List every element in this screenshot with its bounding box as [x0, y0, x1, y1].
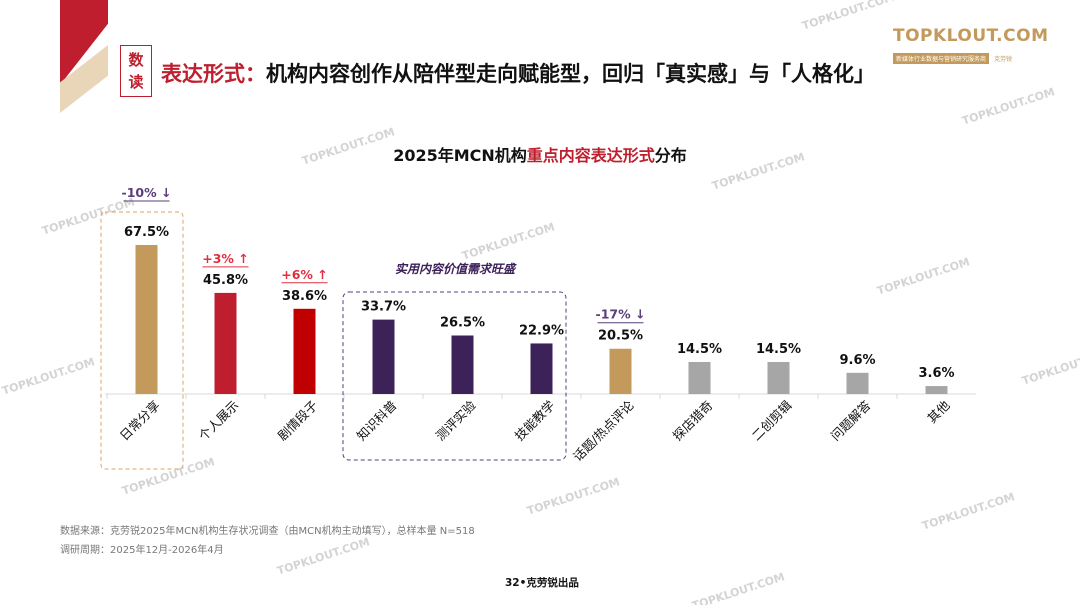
page-footer: 32•克劳锐出品	[505, 577, 579, 589]
bar	[925, 386, 948, 394]
value-label: 14.5%	[756, 342, 801, 357]
source-note: 数据来源：克劳锐2025年MCN机构生存状况调查（由MCN机构主动填写），总样本…	[60, 526, 475, 537]
category-label: 日常分享	[117, 398, 163, 444]
title-highlight: 表达形式：	[161, 62, 266, 86]
value-label: 67.5%	[124, 225, 169, 240]
logo-brand: 克劳锐	[994, 56, 1013, 63]
badge-char: 数	[128, 51, 144, 69]
chart-title-part: 分布	[655, 146, 687, 165]
category-label: 技能教学	[512, 398, 558, 444]
logo-tagline: 新媒体行业数据与营销研究服务商	[893, 53, 990, 64]
logo: TOPKLOUT.COM 新媒体行业数据与营销研究服务商 克劳锐	[893, 26, 1048, 65]
category-label: 个人展示	[196, 398, 242, 444]
chart-title: 2025年MCN机构重点内容表达形式分布	[393, 146, 687, 165]
bar	[530, 343, 553, 394]
value-label: 33.7%	[361, 300, 406, 315]
period-note: 调研周期：2025年12月-2026年4月	[60, 545, 224, 556]
bar	[688, 361, 711, 394]
title-rest: 机构内容创作从陪伴型走向赋能型，回归「真实感」与「人格化」	[266, 62, 875, 86]
bar	[214, 292, 237, 394]
category-label: 探店猎奇	[670, 398, 716, 444]
bar	[293, 308, 316, 394]
bar	[135, 245, 158, 394]
category-label: 知识科普	[354, 398, 400, 444]
chart-title-part: 重点内容表达形式	[527, 146, 655, 165]
category-label: 问题解答	[828, 397, 874, 443]
change-annotation: -17% ↓	[596, 307, 646, 322]
value-label: 14.5%	[677, 342, 722, 357]
category-label: 测评实验	[433, 397, 479, 443]
highlight-box-daily	[100, 211, 184, 470]
bar	[609, 348, 632, 394]
bar	[767, 361, 790, 394]
highlight-box-practical	[342, 291, 567, 461]
bar	[372, 319, 395, 394]
value-label: 38.6%	[282, 289, 327, 304]
category-label: 话题/热点评论	[570, 397, 637, 464]
value-label: 45.8%	[203, 273, 248, 288]
page-title: 表达形式：机构内容创作从陪伴型走向赋能型，回归「真实感」与「人格化」	[161, 58, 875, 88]
group-label: 实用内容价值需求旺盛	[395, 262, 517, 276]
category-label: 其他	[924, 397, 953, 426]
change-annotation: -10% ↓	[122, 185, 172, 200]
badge-char: 读	[128, 73, 144, 91]
value-label: 3.6%	[918, 366, 954, 381]
bar	[451, 335, 474, 394]
section-badge: 数 读	[120, 45, 152, 97]
value-label: 22.9%	[519, 323, 564, 338]
category-label: 剧情段子	[275, 398, 321, 444]
change-annotation: +3% ↑	[202, 251, 249, 266]
change-annotation: +6% ↑	[281, 267, 328, 282]
value-label: 9.6%	[839, 353, 875, 368]
bar	[846, 372, 869, 394]
chart-title-part: 2025年MCN机构	[393, 146, 527, 165]
value-label: 20.5%	[598, 329, 643, 344]
logo-text: TOPKLOUT.COM	[893, 26, 1049, 46]
category-label: 二创剪辑	[749, 398, 795, 444]
value-label: 26.5%	[440, 316, 485, 331]
